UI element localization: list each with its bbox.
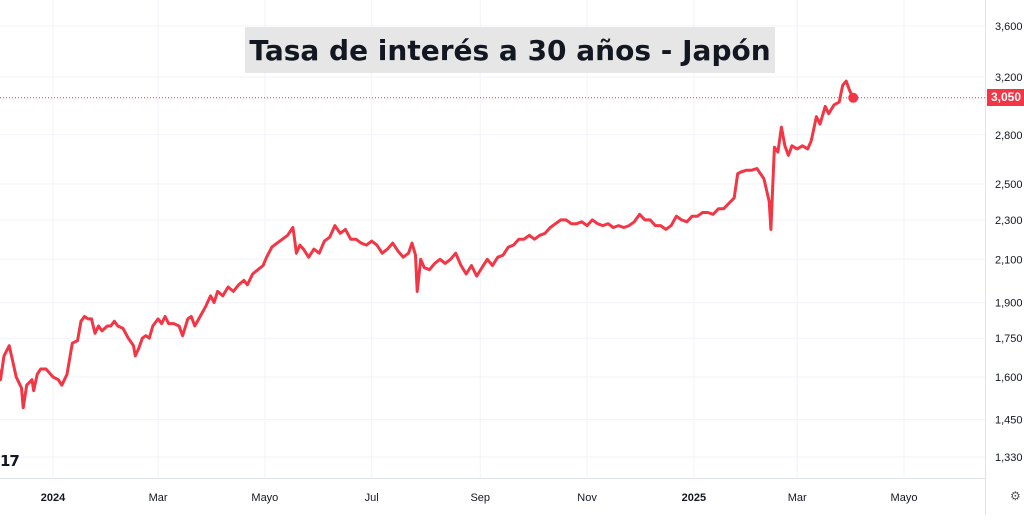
- series-line: [0, 79, 855, 410]
- gear-icon[interactable]: ⚙: [1010, 489, 1021, 503]
- y-tick-label: 1,900: [995, 298, 1023, 310]
- last-value-tag: 3,050: [987, 89, 1024, 106]
- y-tick-label: 2,800: [995, 130, 1023, 142]
- y-tick-label: 1,600: [995, 372, 1023, 384]
- y-tick-label: 2,500: [995, 179, 1023, 191]
- last-point-marker: [848, 92, 859, 103]
- y-tick-label: 2,300: [995, 215, 1023, 227]
- x-tick-label: Mar: [788, 492, 807, 504]
- x-tick-label: Jul: [365, 492, 379, 504]
- y-tick-label: 1,450: [995, 415, 1023, 427]
- y-tick-label: 3,200: [995, 72, 1023, 84]
- chart-title: Tasa de interés a 30 años - Japón: [245, 27, 775, 73]
- x-tick-label: Nov: [577, 492, 597, 504]
- x-tick-label: Sep: [470, 492, 490, 504]
- x-tick-label: Mayo: [251, 492, 278, 504]
- x-tick-label: Mar: [149, 492, 168, 504]
- tradingview-logo: 17: [0, 452, 20, 470]
- x-tick-label: Mayo: [891, 492, 918, 504]
- y-tick-label: 1,750: [995, 333, 1023, 345]
- y-tick-label: 3,600: [995, 21, 1023, 33]
- y-tick-label: 1,330: [995, 452, 1023, 464]
- y-tick-label: 2,100: [995, 254, 1023, 266]
- x-tick-label: 2024: [41, 492, 66, 504]
- x-tick-label: 2025: [682, 492, 706, 504]
